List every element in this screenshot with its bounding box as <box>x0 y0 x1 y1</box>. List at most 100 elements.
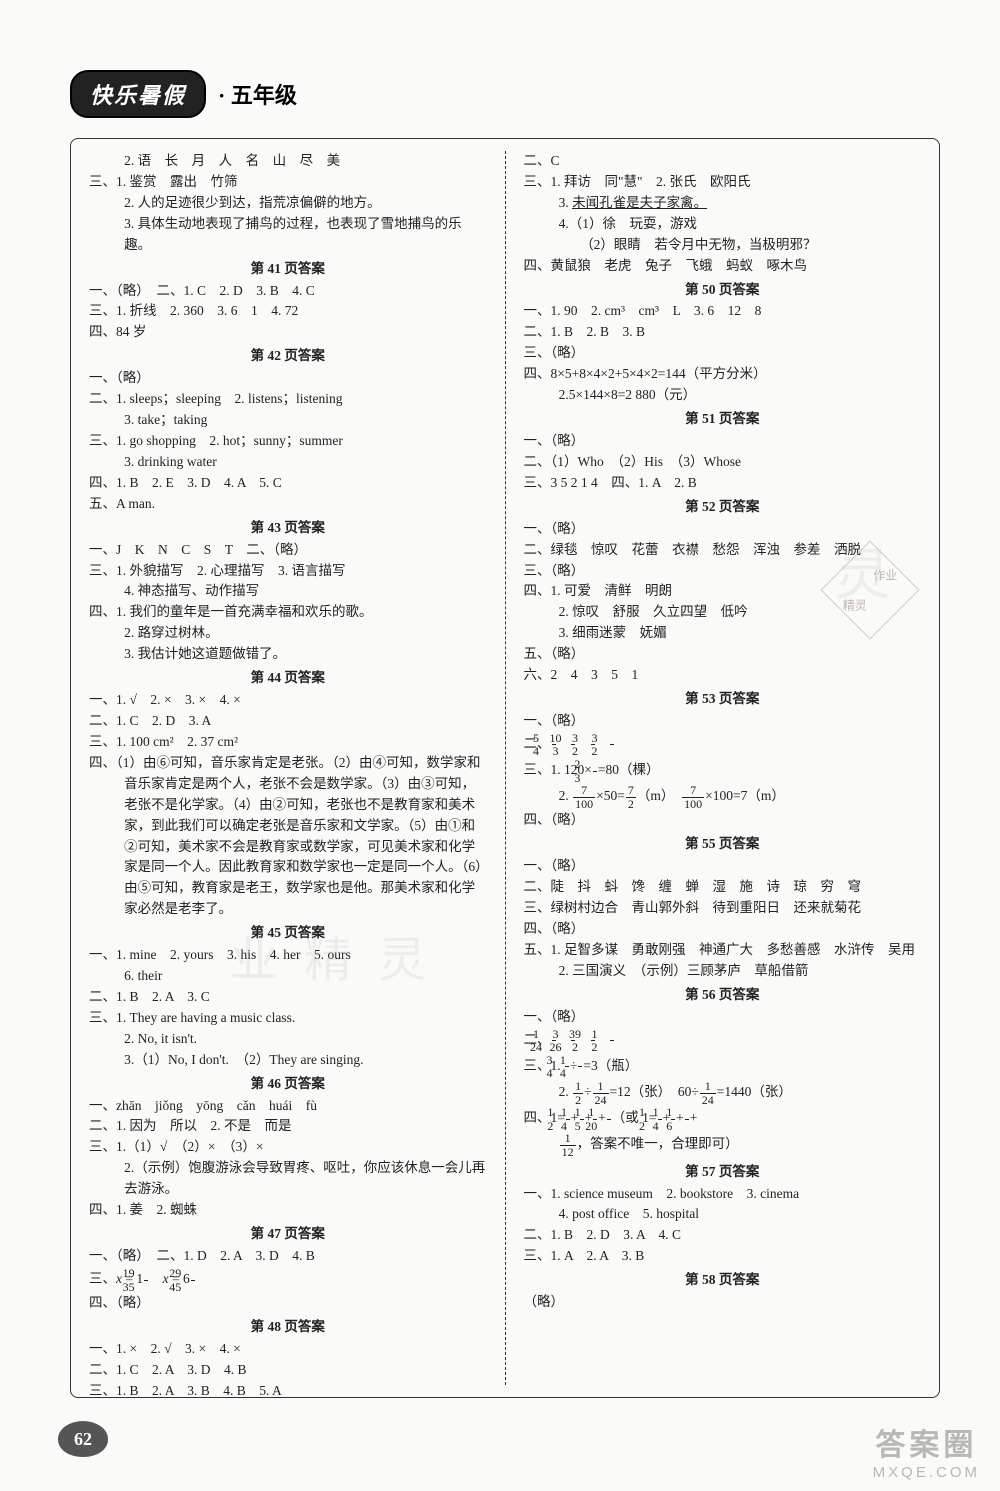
answer-line: 二、1. sleeps；sleeping 2. listens；listenin… <box>89 389 487 410</box>
answer-line: 二、绿毯 惊叹 花蕾 衣襟 愁怨 浑浊 参差 洒脱 <box>524 540 922 561</box>
answer-line: 四、1. 我们的童年是一首充满幸福和欢乐的歌。 <box>89 602 487 623</box>
answer-line: 二、1. B 2. B 3. B <box>524 322 922 343</box>
page-header: 快乐暑假 · 五年级 <box>70 70 940 118</box>
section-title: 第 47 页答案 <box>89 1224 487 1245</box>
content-box: 2. 语 长 月 人 名 山 尽 美三、1. 鉴赏 露出 竹筛2. 人的足迹很少… <box>70 138 940 1398</box>
answer-line: 二、54 103 32 32 <box>524 732 922 758</box>
answer-line: 三、1. 100 cm² 2. 37 cm² <box>89 732 487 753</box>
answer-line: 二、1. C 2. A 3. D 4. B <box>89 1360 487 1381</box>
answer-line: 一、（略） <box>524 856 922 877</box>
grade-label: · 五年级 <box>218 78 297 110</box>
answer-line: 一、J K N C S T 二、（略） <box>89 540 487 561</box>
answer-line: 二、陡 抖 蚪 馋 缠 蝉 湿 施 诗 琼 穷 穹 <box>524 877 922 898</box>
answer-line: 四、（略） <box>89 1293 487 1314</box>
answer-line: 五、A man. <box>89 494 487 515</box>
answer-line: 五、1. 足智多谋 勇敢刚强 神通广大 多愁善感 水浒传 吴用 <box>524 940 922 961</box>
page: 快乐暑假 · 五年级 2. 语 长 月 人 名 山 尽 美三、1. 鉴赏 露出 … <box>0 0 1000 1491</box>
section-title: 第 51 页答案 <box>524 409 922 430</box>
answer-subline: 2.5×144×8=2 880（元） <box>524 385 922 406</box>
section-title: 第 58 页答案 <box>524 1270 922 1291</box>
answer-line: 四、黄鼠狼 老虎 兔子 飞蛾 蚂蚁 啄木鸟 <box>524 256 922 277</box>
answer-line: 五、（略） <box>524 644 922 665</box>
answer-line: 四、（略） <box>524 919 922 940</box>
answer-line: 二、124 326 392 12 <box>524 1028 922 1054</box>
brand-watermark: 答案圈 MXQE.COM <box>873 1420 980 1481</box>
answer-subline: 2. 12÷124=12（张） 60÷124=1440（张） <box>524 1080 922 1106</box>
section-title: 第 43 页答案 <box>89 518 487 539</box>
answer-line: 二、1. C 2. D 3. A <box>89 711 487 732</box>
answer-subline: 2. 人的足迹很少到达，指荒凉偏僻的地方。 <box>89 193 487 214</box>
section-title: 第 52 页答案 <box>524 497 922 518</box>
section-title: 第 46 页答案 <box>89 1074 487 1095</box>
answer-line: 一、1. science museum 2. bookstore 3. cine… <box>524 1184 922 1205</box>
answer-line: 三、1. 鉴赏 露出 竹筛 <box>89 172 487 193</box>
answer-line: （略） <box>524 1292 922 1313</box>
answer-line: 四、1. B 2. E 3. D 4. A 5. C <box>89 473 487 494</box>
answer-subline: 3. 我估计她这道题做错了。 <box>89 644 487 665</box>
section-title: 第 48 页答案 <box>89 1317 487 1338</box>
answer-subline: 3. take；taking <box>89 410 487 431</box>
answer-line: 三、1. 34÷14=3（瓶） <box>524 1054 922 1080</box>
logo: 快乐暑假 <box>70 70 206 118</box>
answer-line: 三、1. They are having a music class. <box>89 1008 487 1029</box>
section-title: 第 55 页答案 <box>524 834 922 855</box>
answer-line: 四、1=12+14+15+120（或 1=12+14+16+ <box>524 1106 922 1132</box>
answer-subline: 2. 7100×50=72（m） 7100×100=7（m） <box>524 784 922 810</box>
answer-line: 一、1. × 2. √ 3. × 4. × <box>89 1339 487 1360</box>
answer-subline: 3. 细雨迷蒙 妩媚 <box>524 623 922 644</box>
column-divider <box>505 151 506 1385</box>
answer-line: 三、1. 120×23=80（棵） <box>524 758 922 784</box>
answer-subline: 2. 三国演义 （示例）三顾茅庐 草船借箭 <box>524 961 922 982</box>
answer-line: 六、2 4 3 5 1 <box>524 665 922 686</box>
answer-line: 三、1.（1）√ （2）× （3）× <box>89 1137 487 1158</box>
answer-subline: 2. 惊叹 舒服 久立四望 低吟 <box>524 602 922 623</box>
answer-line: 一、（略） <box>524 519 922 540</box>
answer-subline: 2. 路穿过树林。 <box>89 623 487 644</box>
answer-line: 四、1. 姜 2. 蜘蛛 <box>89 1200 487 1221</box>
section-title: 第 41 页答案 <box>89 259 487 280</box>
answer-line: 二、1. 因为 所以 2. 不是 而是 <box>89 1116 487 1137</box>
answer-line: 三、1. 折线 2. 360 3. 6 1 4. 72 <box>89 301 487 322</box>
answer-line: 一、（略） <box>524 711 922 732</box>
answer-line: 二、C <box>524 151 922 172</box>
section-title: 第 50 页答案 <box>524 280 922 301</box>
answer-line: 一、1. mine 2. yours 3. his 4. her 5. ours <box>89 945 487 966</box>
answer-line: 四、84 岁 <box>89 322 487 343</box>
section-title: 第 44 页答案 <box>89 668 487 689</box>
answer-subline: 4. post office 5. hospital <box>524 1204 922 1225</box>
answer-line: 一、（略） <box>524 1007 922 1028</box>
page-number: 62 <box>58 1421 108 1457</box>
answer-line: 一、（略） 二、1. D 2. A 3. D 4. B <box>89 1246 487 1267</box>
answer-line: 一、1. 90 2. cm³ cm³ L 3. 6 12 8 <box>524 301 922 322</box>
answer-subline: 6. their <box>89 966 487 987</box>
answer-line: 一、（略） <box>524 431 922 452</box>
brand-cn: 答案圈 <box>873 1420 980 1464</box>
answer-line: 三、1. B 2. A 3. B 4. B 5. A <box>89 1381 487 1398</box>
answer-line: 二、1. B 2. A 3. C <box>89 987 487 1008</box>
answer-line: 三、1. 外貌描写 2. 心理描写 3. 语言描写 <box>89 561 487 582</box>
answer-line: 三、1. 拜访 同"慧" 2. 张氏 欧阳氏 <box>524 172 922 193</box>
answer-subline: 2.（示例）饱腹游泳会导致胃疼、呕吐，你应该休息一会儿再去游泳。 <box>89 1158 487 1200</box>
answer-line: 四、8×5+8×4×2+5×4×2=144（平方分米） <box>524 364 922 385</box>
section-title: 第 42 页答案 <box>89 346 487 367</box>
answer-line: 一、1. √ 2. × 3. × 4. × <box>89 690 487 711</box>
answer-line: 三、3 5 2 1 4 四、1. A 2. B <box>524 473 922 494</box>
answer-line: 三、绿树村边合 青山郭外斜 待到重阳日 还来就菊花 <box>524 898 922 919</box>
answer-subline: 3. 具体生动地表现了捕鸟的过程，也表现了雪地捕鸟的乐趣。 <box>89 214 487 256</box>
answer-line: 三、1. A 2. A 3. B <box>524 1246 922 1267</box>
answer-line: 二、1. B 2. D 3. A 4. C <box>524 1225 922 1246</box>
right-column: 二、C三、1. 拜访 同"慧" 2. 张氏 欧阳氏3. 未闻孔雀是夫子家禽。4.… <box>524 151 922 1385</box>
answer-line: 三、（略） <box>524 343 922 364</box>
answer-subline: 112，答案不唯一，合理即可） <box>524 1132 922 1158</box>
answer-line: 三、（略） <box>524 561 922 582</box>
answer-subline: 2. No, it isn't. <box>89 1029 487 1050</box>
answer-subline: 2. 语 长 月 人 名 山 尽 美 <box>89 151 487 172</box>
answer-line: 三、1. go shopping 2. hot；sunny；summer <box>89 431 487 452</box>
answer-line: 四、1. 可爱 清鲜 明朗 <box>524 581 922 602</box>
answer-line: 四、（1）由⑥可知，音乐家肯定是老张。（2）由④可知，数学家和音乐家肯定是两个人… <box>89 753 487 920</box>
answer-line: 四、（略） <box>524 810 922 831</box>
answer-subline: 3. drinking water <box>89 452 487 473</box>
section-title: 第 45 页答案 <box>89 923 487 944</box>
section-title: 第 53 页答案 <box>524 689 922 710</box>
brand-en: MXQE.COM <box>873 1464 980 1481</box>
